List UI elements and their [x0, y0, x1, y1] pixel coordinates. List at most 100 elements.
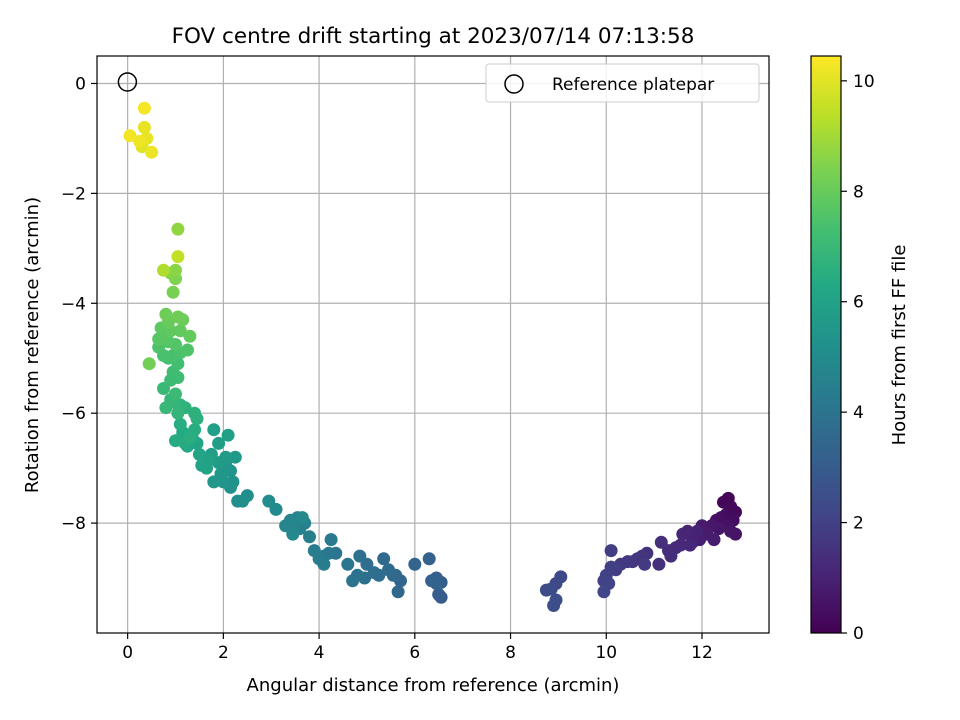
data-point	[382, 563, 395, 577]
x-axis-ticks: 0 2 4 6 8 10 12	[122, 633, 713, 663]
data-point	[188, 406, 202, 420]
y-axis-ticks: 0 −2 −4 −6 −8	[61, 74, 97, 534]
data-point	[231, 494, 245, 508]
data-point	[200, 461, 214, 475]
y-tick-label: −8	[61, 514, 86, 534]
data-point	[707, 533, 721, 547]
data-point	[226, 475, 240, 489]
data-point	[159, 401, 173, 415]
legend-entry-reference-platepar: Reference platepar	[552, 75, 714, 95]
data-point	[367, 566, 381, 580]
legend-box	[485, 63, 760, 103]
data-point	[286, 527, 300, 541]
data-point	[664, 549, 678, 563]
plot-frame	[96, 55, 770, 634]
data-point	[604, 544, 618, 558]
data-point	[638, 557, 652, 571]
data-point	[157, 263, 170, 277]
y-tick-label: −6	[61, 404, 86, 424]
data-point	[169, 387, 182, 401]
data-point	[408, 557, 422, 571]
data-point	[353, 549, 367, 563]
y-tick-label: −2	[61, 184, 86, 204]
data-point	[228, 450, 242, 464]
data-point	[207, 475, 221, 489]
colorbar-frame	[810, 55, 842, 634]
chart-title: FOV centre drift starting at 2023/07/14 …	[172, 24, 695, 49]
data-point	[133, 134, 147, 148]
x-tick-label: 0	[122, 643, 133, 663]
y-tick-label: −4	[61, 294, 86, 314]
colorbar-gradient	[811, 56, 841, 633]
data-point	[145, 145, 159, 159]
data-point	[192, 447, 206, 461]
data-point	[159, 307, 173, 321]
data-point	[221, 428, 235, 442]
data-point	[547, 599, 561, 612]
reference-platepar-marker	[117, 72, 138, 92]
data-point	[295, 511, 309, 525]
data-point	[652, 557, 666, 571]
data-point	[432, 588, 446, 601]
data-point	[169, 434, 182, 448]
legend-reference-marker	[504, 74, 524, 94]
y-axis-label: Rotation from reference (arcmin)	[22, 197, 43, 493]
y-tick-label: 0	[75, 74, 86, 94]
data-point	[690, 524, 704, 538]
grid-lines	[97, 56, 769, 633]
data-point	[183, 329, 197, 343]
colorbar-tick-label: 8	[853, 182, 864, 202]
colorbar-tick-label: 6	[853, 293, 864, 313]
data-point	[171, 222, 185, 236]
data-point	[169, 263, 182, 277]
data-point	[137, 120, 151, 134]
data-point	[173, 417, 187, 431]
data-point	[422, 552, 436, 566]
data-point	[307, 544, 321, 558]
colorbar-label: Hours from first FF file	[889, 245, 910, 446]
data-point	[212, 436, 226, 450]
data-point	[429, 577, 443, 590]
data-point	[137, 101, 151, 115]
data-point	[341, 557, 355, 571]
x-tick-label: 10	[595, 643, 617, 663]
data-point	[142, 357, 156, 371]
data-point	[324, 533, 338, 547]
colorbar-tick-label: 4	[853, 403, 864, 423]
data-point	[183, 431, 197, 445]
x-tick-label: 8	[505, 643, 516, 663]
data-point	[654, 535, 668, 549]
x-tick-label: 12	[691, 643, 713, 663]
data-point	[683, 538, 697, 552]
x-tick-label: 4	[314, 643, 325, 663]
data-point	[346, 574, 360, 588]
data-point	[262, 494, 276, 508]
data-point	[123, 129, 137, 143]
data-point	[303, 530, 316, 544]
data-point	[391, 585, 405, 599]
colorbar-tick-label: 0	[853, 624, 864, 644]
data-point	[207, 423, 221, 437]
x-tick-label: 2	[218, 643, 229, 663]
colorbar-ticks: 0 2 4 6 8 10	[841, 72, 875, 644]
data-point	[724, 524, 738, 538]
data-point	[173, 324, 187, 338]
data-point	[597, 585, 611, 599]
data-point	[171, 310, 185, 324]
data-point	[539, 583, 553, 597]
colorbar: 0 2 4 6 8 10 Hours from first FF file	[810, 55, 910, 644]
data-point	[377, 552, 391, 566]
data-point	[166, 285, 180, 299]
data-point	[181, 343, 194, 357]
data-point	[171, 250, 185, 264]
data-point	[171, 406, 185, 420]
x-axis-label: Angular distance from reference (arcmin)	[247, 675, 620, 696]
data-point	[676, 527, 690, 541]
data-points	[123, 101, 742, 612]
legend: Reference platepar	[485, 63, 760, 103]
data-point	[317, 557, 331, 571]
colorbar-tick-label: 2	[853, 514, 864, 534]
x-tick-label: 6	[409, 643, 420, 663]
colorbar-tick-label: 10	[853, 72, 875, 92]
